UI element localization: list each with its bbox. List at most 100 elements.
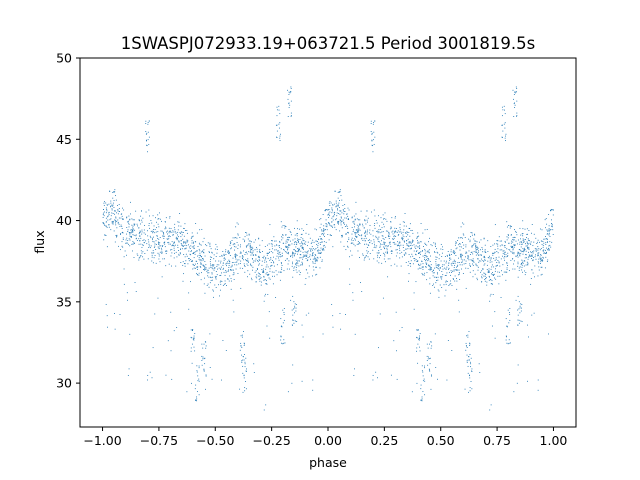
data-point bbox=[212, 264, 214, 266]
data-point bbox=[205, 374, 207, 376]
data-point bbox=[430, 341, 432, 343]
data-point bbox=[541, 243, 543, 245]
data-point bbox=[133, 223, 135, 225]
data-point bbox=[446, 272, 448, 274]
data-point bbox=[142, 244, 144, 246]
data-point bbox=[421, 260, 423, 262]
data-point bbox=[475, 247, 477, 249]
data-point bbox=[416, 260, 418, 262]
data-point bbox=[160, 230, 162, 232]
data-point bbox=[485, 252, 487, 253]
data-point bbox=[551, 241, 553, 243]
data-point bbox=[473, 251, 475, 253]
data-point bbox=[430, 341, 432, 343]
data-point bbox=[273, 262, 275, 264]
data-point bbox=[319, 219, 321, 221]
data-point bbox=[138, 243, 140, 245]
data-point bbox=[262, 257, 264, 258]
data-point bbox=[456, 266, 457, 268]
data-point bbox=[192, 329, 193, 331]
data-point bbox=[490, 257, 492, 259]
data-point bbox=[317, 241, 318, 243]
data-point bbox=[384, 247, 385, 249]
data-point bbox=[301, 241, 303, 243]
data-point bbox=[377, 239, 379, 241]
data-point bbox=[518, 249, 520, 251]
data-point bbox=[256, 277, 258, 279]
data-point bbox=[462, 254, 464, 256]
data-point bbox=[181, 244, 183, 246]
data-point bbox=[540, 274, 542, 276]
data-point bbox=[409, 248, 411, 250]
data-point bbox=[169, 216, 171, 218]
data-point bbox=[228, 259, 230, 261]
data-point bbox=[475, 247, 477, 249]
data-point bbox=[250, 251, 252, 253]
data-point bbox=[302, 239, 304, 241]
data-point bbox=[325, 223, 327, 225]
data-point bbox=[279, 113, 281, 115]
data-point bbox=[276, 109, 278, 111]
data-point bbox=[294, 234, 296, 236]
data-point bbox=[456, 277, 457, 279]
data-point bbox=[426, 228, 428, 230]
data-point bbox=[278, 253, 280, 255]
data-point bbox=[130, 213, 131, 215]
data-point bbox=[111, 212, 113, 214]
y-axis-label: flux bbox=[32, 230, 47, 253]
data-point bbox=[424, 367, 426, 369]
data-point bbox=[323, 229, 325, 231]
data-point bbox=[265, 404, 267, 406]
data-point bbox=[522, 262, 524, 264]
data-point bbox=[191, 337, 193, 339]
data-point bbox=[228, 252, 230, 254]
data-point bbox=[532, 272, 534, 274]
data-point bbox=[320, 253, 321, 254]
data-point bbox=[497, 252, 499, 254]
data-point bbox=[504, 246, 506, 248]
data-point bbox=[224, 258, 226, 260]
data-point bbox=[552, 209, 554, 211]
data-point bbox=[416, 382, 418, 384]
data-point bbox=[428, 258, 430, 260]
data-point bbox=[108, 226, 110, 228]
data-point bbox=[173, 231, 175, 233]
data-point bbox=[424, 254, 426, 256]
data-point bbox=[445, 280, 447, 282]
data-point bbox=[537, 379, 539, 381]
data-point bbox=[280, 318, 282, 320]
data-point bbox=[484, 275, 486, 277]
data-point bbox=[158, 258, 160, 260]
data-point bbox=[183, 273, 185, 275]
data-point bbox=[389, 241, 391, 243]
data-point bbox=[134, 282, 136, 284]
data-point bbox=[315, 248, 317, 250]
data-point bbox=[295, 264, 297, 266]
data-point bbox=[401, 251, 403, 253]
data-point bbox=[117, 210, 119, 212]
data-point bbox=[228, 250, 230, 252]
data-point bbox=[509, 225, 511, 227]
data-point bbox=[378, 262, 380, 264]
data-point bbox=[477, 251, 479, 253]
data-point bbox=[382, 297, 384, 299]
data-point bbox=[458, 271, 460, 273]
data-point bbox=[375, 237, 377, 239]
data-point bbox=[366, 233, 368, 235]
data-point bbox=[469, 345, 471, 346]
data-point bbox=[143, 239, 145, 241]
data-point bbox=[250, 249, 252, 251]
data-point bbox=[253, 260, 255, 262]
data-point bbox=[174, 229, 176, 231]
data-point bbox=[349, 268, 350, 270]
data-point bbox=[484, 263, 486, 265]
data-point bbox=[513, 246, 515, 248]
data-point bbox=[276, 106, 278, 108]
data-point bbox=[220, 283, 222, 285]
data-point bbox=[221, 272, 222, 274]
data-point bbox=[469, 271, 471, 273]
data-point bbox=[239, 263, 241, 264]
data-point bbox=[193, 338, 195, 339]
data-point bbox=[148, 225, 150, 227]
data-point bbox=[239, 349, 241, 351]
